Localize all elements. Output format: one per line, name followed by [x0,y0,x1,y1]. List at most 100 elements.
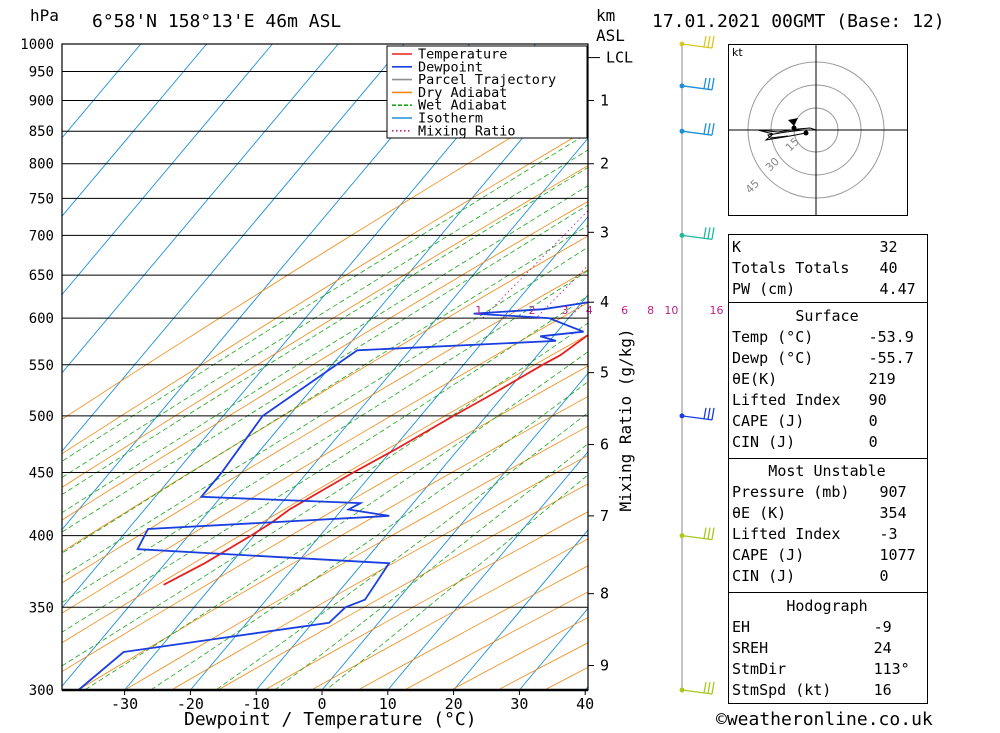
index-row: CAPE (J) 1077 [728,544,928,565]
height-tick-label: 2 [600,155,609,173]
index-label: CIN (J) [732,566,796,585]
index-row: Lifted Index -3 [728,523,928,544]
wet-adiabat-line [62,166,588,496]
mixing-ratio-axis-title: Mixing Ratio (g/kg) [616,328,635,512]
index-value: 90 [868,390,887,409]
pressure-tick-label: 800 [29,157,54,173]
legend-label: Parcel Trajectory [418,72,556,88]
isotherm-line [321,372,588,690]
wet-adiabat-line [215,412,588,690]
x-tick-label: -20 [177,695,204,713]
wind-barb [679,123,715,136]
x-tick-label: 20 [445,695,463,713]
x-tick-label: 40 [576,695,594,713]
height-tick-label: 6 [600,436,609,454]
x-tick-label: 30 [510,695,528,713]
mean-wind-dot [803,130,809,136]
wind-barb [679,527,715,541]
isotherm-line [62,59,588,687]
pressure-tick-label: 950 [29,65,54,81]
height-tick-label: 5 [600,364,609,382]
index-row: PW (cm) 4.47 [728,278,928,299]
index-value: 40 [879,258,898,277]
index-label: Temp (°C) [732,327,814,346]
index-value: 113° [873,659,910,678]
wet-adiabat-line [62,149,588,479]
pressure-tick-label: 850 [29,124,54,140]
mixing-ratio-label: 6 [621,304,628,317]
index-row: Pressure (mb) 907 [728,481,928,502]
mixing-ratio-label: 8 [647,304,654,317]
pressure-tick-label: 450 [29,465,54,481]
mixing-ratio-label: 16 [709,304,723,317]
index-row: Dewp (°C) -55.7 [728,347,928,368]
storm-motion-dot [791,125,797,131]
index-value: 32 [879,237,898,256]
hodograph-trace-2 [767,129,804,139]
hodograph-indices-table: EH -9 SREH 24 StmDir 113° StmSpd (kt) 16 [728,616,928,700]
wind-barb [679,77,715,91]
pressure-tick-label: 650 [29,268,54,284]
station-location: 6°58'N 158°13'E 46m ASL [92,11,342,32]
index-row: CIN (J) 0 [728,431,928,452]
pressure-tick-label: 900 [29,94,54,110]
index-value: 0 [868,411,878,430]
x-tick-label: -10 [243,695,270,713]
wind-barb [679,227,715,241]
height-tick-label: 1 [600,92,609,110]
isotherm-line [255,294,588,690]
index-value: -53.9 [868,327,914,346]
legend-box [386,45,588,139]
mixing-ratio-label: 3 [561,304,568,317]
index-value: -55.7 [868,348,914,367]
index-value: -3 [879,524,898,543]
index-row: Lifted Index 90 [728,389,928,410]
wind-barb [679,681,715,695]
index-label: SREH [732,638,769,657]
height-tick-label: 9 [600,657,609,675]
height-tick-label: 7 [600,507,609,525]
index-row: CAPE (J) 0 [728,410,928,431]
index-value: 16 [873,680,892,699]
hodograph-indices-title: Hodograph [786,597,868,615]
wet-adiabat-line [84,351,588,690]
storm-motion-marker [788,118,798,126]
index-value: 219 [868,369,896,388]
wind-barb [679,407,715,421]
surface-title: Surface [795,307,859,325]
index-label: Lifted Index [732,524,841,543]
dry-adiabat-line [62,334,588,644]
isotherm-line [190,215,588,690]
index-value: 907 [879,482,907,501]
isotherm-line [62,44,273,296]
hodograph-trace [757,127,817,141]
dry-adiabat-line [62,365,588,673]
asl-label: ASL [596,26,625,45]
index-label: CAPE (J) [732,411,805,430]
most-unstable-panel [728,458,928,593]
mixing-ratio-label: 1 [475,304,482,317]
index-label: Totals Totals [732,258,850,277]
index-row: CIN (J) 0 [728,565,928,586]
pressure-tick-label: 350 [29,600,54,616]
sounding-datetime: 17.01.2021 00GMT (Base: 12) [652,11,945,32]
index-value: -9 [873,617,892,636]
credit-link[interactable]: ©weatheronline.co.uk [716,709,933,730]
pressure-unit-label: hPa [30,6,59,25]
index-row: θE(K) 219 [728,368,928,389]
dry-adiabat-line [217,483,588,690]
most-unstable-table: Pressure (mb) 907 θE (K) 354 Lifted Index -… [728,481,928,586]
hodo-unit-label: kt [732,46,743,59]
dewpoint-profile-line [77,301,588,690]
index-label: CIN (J) [732,432,796,451]
legend-label: Wet Adiabat [418,98,507,114]
surface-table: Temp (°C) -53.9 Dewp (°C) -55.7 θE(K) 219 L… [728,326,928,452]
dry-adiabat-line [171,454,588,690]
wet-adiabat-line [325,474,588,690]
wet-adiabat-line [62,322,588,667]
wet-adiabat-line [62,204,588,533]
x-tick-label: 10 [379,695,397,713]
index-value: 24 [873,638,892,657]
km-label: km [596,6,616,25]
hodograph: kt 15 30 45 [728,44,908,216]
